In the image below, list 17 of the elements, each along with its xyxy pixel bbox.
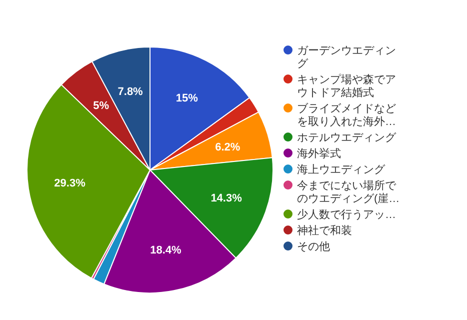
legend-label: 神社で和装 [297,224,352,237]
legend-label: ガーデンウエディング [297,45,396,70]
data-label: 14.3% [210,192,242,205]
legend-label: 少人数で行うアッ… [297,208,396,221]
legend-label: 海上ウエディング [297,163,386,176]
data-label: 29.3% [54,177,86,190]
legend-label: キャンプ場や森でアウトドア結婚式 [297,73,396,99]
data-label: 15% [176,92,198,105]
legend-label: 今までにない場所でのウエディング(崖… [297,179,400,205]
legend-label: 海外挙式 [297,147,341,160]
data-label: 5% [93,100,110,112]
legend-label: ホテルウエディング [297,132,397,144]
data-label: 7.8% [118,86,144,98]
legend-label: ブライズメイドなどを取り入れた海外… [297,102,396,128]
legend-label: その他 [297,241,330,253]
data-label: 18.4% [150,244,182,257]
data-label: 6.2% [215,141,240,154]
